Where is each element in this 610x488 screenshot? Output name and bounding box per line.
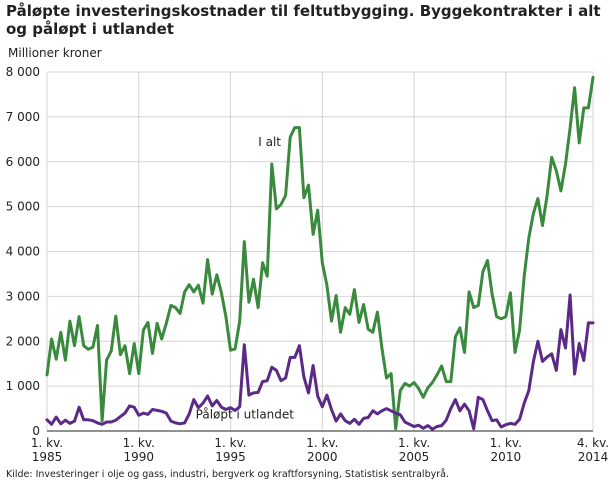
x-tick-label-line2: 1985	[32, 450, 63, 464]
y-tick-label: 6 000	[6, 155, 40, 169]
y-tick-label: 3 000	[6, 289, 40, 303]
x-tick-label: 1. kv.1985	[31, 436, 63, 464]
x-tick-label-line2: 2010	[491, 450, 522, 464]
x-tick-label-line1: 1. kv.	[31, 436, 63, 450]
x-tick-label-line1: 1. kv.	[306, 436, 338, 450]
x-tick-label-line1: 1. kv.	[490, 436, 522, 450]
y-tick-label: 4 000	[6, 245, 40, 259]
series-lines	[45, 75, 595, 431]
series-annotations: I alt Påløpt i utlandet	[196, 135, 295, 421]
x-tick-label: 1. kv.2000	[306, 436, 338, 464]
series-line	[45, 293, 595, 431]
chart-title: Påløpte investeringskostnader til feltut…	[6, 2, 604, 38]
x-tick-label-line1: 1. kv.	[123, 436, 155, 450]
y-tick-label: 0	[32, 424, 40, 438]
x-tick-label-line1: 4. kv.	[577, 436, 609, 450]
chart-title-line-1: Påløpte investeringskostnader til feltut…	[6, 2, 601, 20]
source-note: Kilde: Investeringer i olje og gass, ind…	[6, 469, 449, 480]
y-tick-label: 1 000	[6, 379, 40, 393]
series-line	[45, 75, 595, 431]
x-tick-label-line1: 1. kv.	[398, 436, 430, 450]
chart-title-line-2: og påløpt i utlandet	[6, 20, 174, 38]
y-tick-label: 8 000	[6, 65, 40, 79]
x-tick-label: 1. kv.1995	[214, 436, 246, 464]
x-tick-label-line2: 2005	[399, 450, 430, 464]
x-tick-label: 4. kv.2014	[577, 436, 609, 464]
y-tick-label: 2 000	[6, 334, 40, 348]
x-tick-label: 1. kv.2005	[398, 436, 430, 464]
x-tick-label-line2: 1990	[123, 450, 154, 464]
y-axis-ticks: 0 1 000 2 000 3 000 4 000 5 000 6 000 7 000 8 00…	[6, 65, 40, 438]
y-axis-unit-label: Millioner kroner	[8, 46, 102, 60]
x-tick-label-line2: 2000	[307, 450, 338, 464]
series-annotation: Påløpt i utlandet	[196, 407, 295, 421]
y-tick-label: 7 000	[6, 110, 40, 124]
x-tick-label-line1: 1. kv.	[214, 436, 246, 450]
x-tick-label: 1. kv.1990	[123, 436, 155, 464]
x-tick-label: 1. kv.2010	[490, 436, 522, 464]
x-tick-label-line2: 2014	[578, 450, 609, 464]
x-tick-label-line2: 1995	[215, 450, 246, 464]
y-tick-label: 5 000	[6, 200, 40, 214]
series-annotation: I alt	[258, 135, 281, 149]
